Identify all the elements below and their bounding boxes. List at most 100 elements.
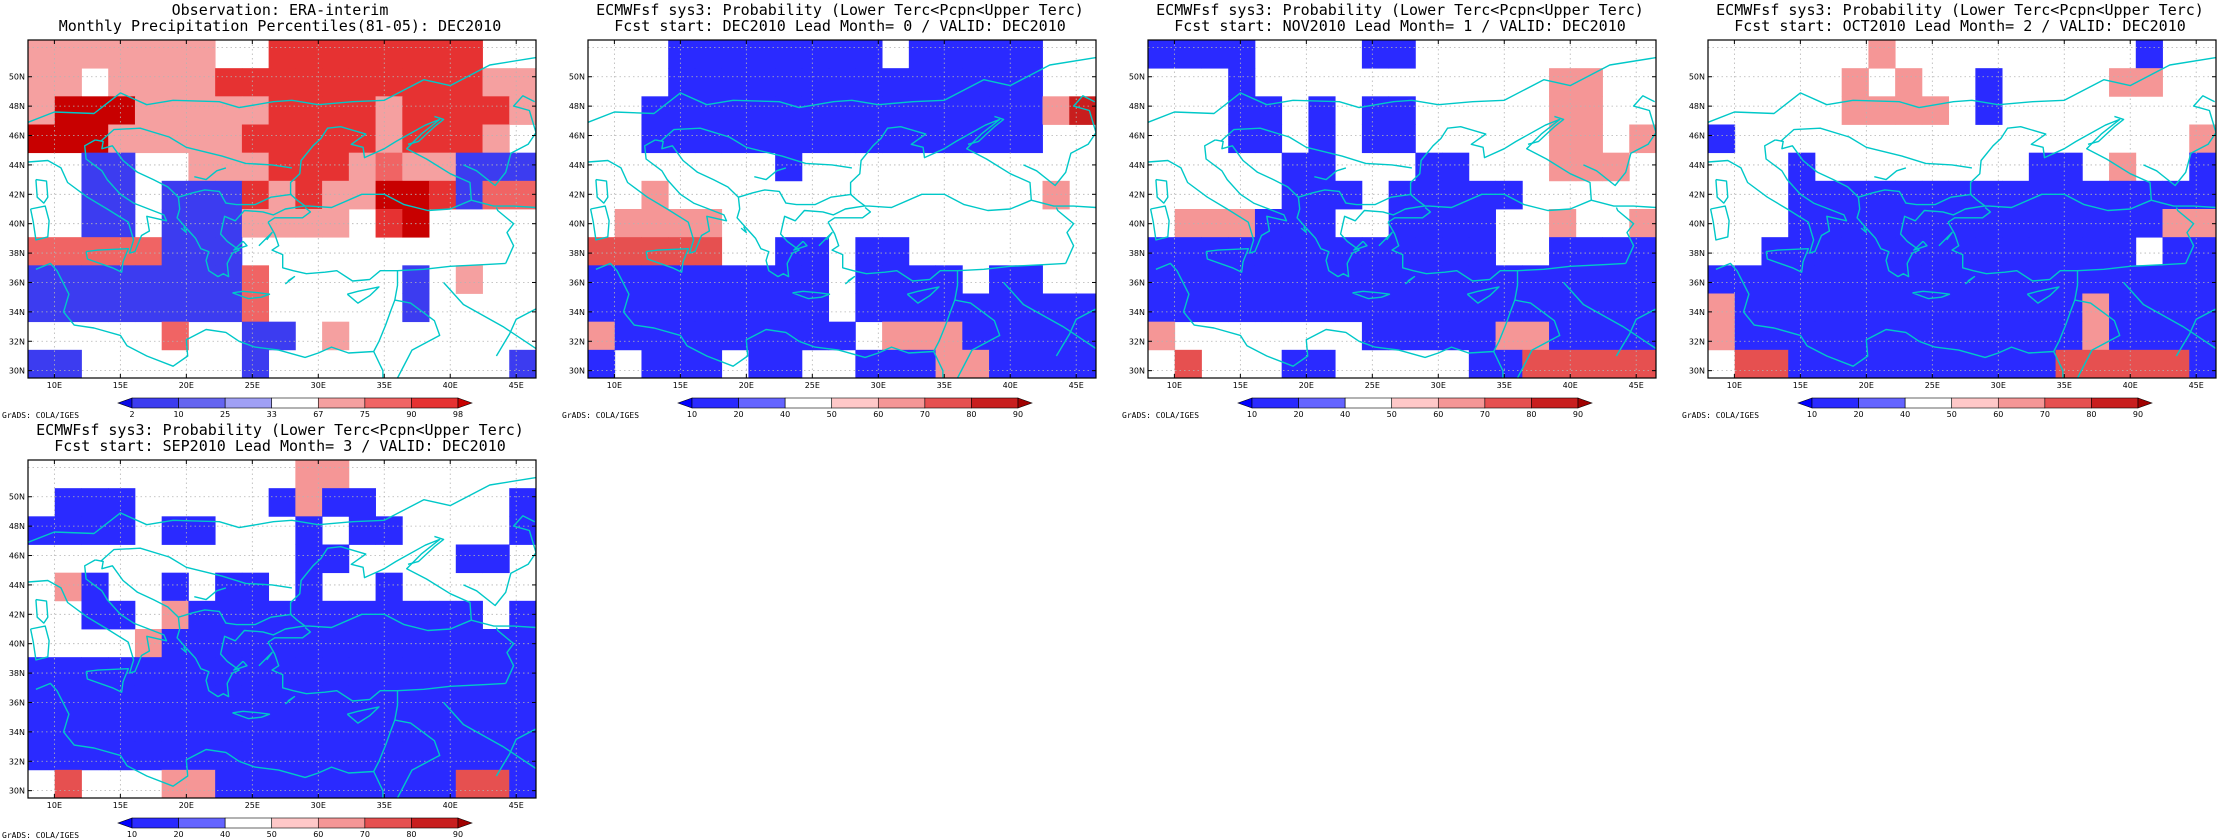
grid-cell: [215, 293, 243, 323]
lat-tick-label: 30N: [569, 367, 585, 376]
lat-tick-label: 44N: [569, 161, 585, 170]
grid-cell: [108, 40, 136, 69]
grid-cell: [54, 488, 82, 517]
grid-cell: [161, 265, 189, 294]
grid-cell: [134, 68, 163, 97]
grid-cell: [1442, 209, 1470, 238]
lat-tick-label: 44N: [1129, 161, 1145, 170]
panel-lead-1: 50N 48N 46N 44N 42N 40N 38N 36N 34N 32N 30N 10E 15E 2…: [1120, 0, 1680, 420]
grid-cell: [2135, 209, 2163, 238]
map-frame: [587, 39, 1097, 379]
grid-cell: [1388, 209, 1416, 238]
graticule: [1148, 40, 1656, 378]
lat-tick-label: 40N: [1689, 220, 1705, 229]
lon-tick-label: 45E: [2189, 381, 2204, 390]
grid-cell: [1228, 68, 1256, 97]
colorbar: 10 20 40 50 60 70 80 90: [1797, 397, 2153, 419]
grid-cell: [1814, 349, 1843, 379]
grid-cell: [348, 629, 376, 658]
panel-2-map: 50N 48N 46N 44N 42N 40N 38N 36N 34N 32N 30N 10E 15E 2…: [1129, 39, 1657, 419]
grid-cell: [2055, 293, 2083, 323]
grid-cell: [241, 209, 270, 238]
grid-cell: [509, 657, 537, 686]
grid-cell: [1308, 237, 1336, 266]
grid-cell: [1841, 265, 1869, 294]
grid-cell: [1602, 265, 1630, 294]
grid-cell: [614, 237, 642, 266]
grid-cell: [108, 237, 136, 266]
grid-cell: [54, 741, 82, 771]
grid-cell: [1015, 321, 1043, 351]
grid-cell: [215, 68, 243, 97]
coastlines: [587, 56, 1097, 379]
grid-cell: [2028, 349, 2056, 379]
grid-cell: [1495, 265, 1523, 294]
coastlines: [1707, 56, 2217, 379]
grid-cell: [694, 321, 723, 351]
colorbar-label: 25: [220, 410, 230, 419]
colorbar-label: 40: [1900, 410, 1910, 419]
grid-cell: [108, 293, 136, 323]
lat-tick-label: 48N: [1129, 102, 1145, 111]
grid-cell: [188, 152, 216, 182]
lat-tick-label: 50N: [1689, 73, 1705, 82]
grid-cell: [509, 769, 537, 799]
grid-cell: [188, 209, 216, 238]
grid-cell: [28, 349, 56, 379]
grid-cell: [1442, 237, 1470, 266]
grid-cell: [1921, 96, 1950, 125]
grid-cell: [1015, 124, 1043, 154]
lat-tick-label: 30N: [1129, 367, 1145, 376]
grid-cell: [375, 180, 403, 210]
lon-tick-label: 10E: [47, 801, 62, 810]
grid-cell: [748, 265, 776, 294]
lon-tick-label: 25E: [1365, 381, 1380, 390]
lon-tick-label: 10E: [607, 381, 622, 390]
grid-cell: [1895, 349, 1923, 379]
grid-cell: [2162, 237, 2190, 266]
lat-tick-label: 44N: [9, 581, 25, 590]
grid-cell: [1788, 349, 1816, 379]
colorbar-label: 90: [1013, 410, 1023, 419]
lat-tick-label: 50N: [1129, 73, 1145, 82]
grid-cell: [855, 96, 883, 125]
grid-cell: [1708, 265, 1736, 294]
grid-cell: [241, 572, 270, 602]
grid-cell: [241, 349, 270, 379]
grid-cell: [1948, 293, 1976, 323]
grid-cell: [801, 124, 830, 154]
grid-cell: [509, 152, 537, 182]
grid-cell: [241, 152, 270, 182]
grid-cell: [509, 180, 537, 210]
grid-cell: [2028, 209, 2056, 238]
grid-cell: [1895, 68, 1923, 97]
grid-cell: [1015, 96, 1043, 125]
grid-cell: [1575, 349, 1603, 379]
grid-cell: [721, 124, 749, 154]
grid-cell: [882, 96, 910, 125]
grid-cell: [1734, 265, 1762, 294]
grid-cell: [908, 321, 936, 351]
grid-cell: [295, 600, 323, 630]
lat-tick-label: 42N: [569, 190, 585, 199]
grid-cell: [1361, 321, 1390, 351]
panel-3-title-line2: Fcst start: OCT2010 Lead Month= 2 / VALI…: [1734, 17, 2186, 35]
colorbar-label: 98: [453, 410, 463, 419]
grid-cell: [2109, 349, 2137, 379]
grid-cell: [134, 713, 163, 743]
grid-cell: [1148, 237, 1176, 266]
grid-cell: [161, 713, 189, 743]
grid-cell: [694, 349, 723, 379]
grid-cell: [1602, 237, 1630, 266]
grid-cell: [1442, 321, 1470, 351]
grid-cell: [1868, 180, 1896, 210]
grid-cell: [268, 629, 296, 658]
grid-cell: [482, 629, 510, 658]
grid-cell: [134, 741, 163, 771]
lon-tick-label: 10E: [1727, 381, 1742, 390]
grid-cell: [1841, 237, 1869, 266]
colorbar-label: 50: [827, 410, 837, 419]
grid-cell: [161, 293, 189, 323]
panel-4-title-line2: Fcst start: SEP2010 Lead Month= 3 / VALI…: [54, 437, 506, 455]
colorbar-label: 50: [1947, 410, 1957, 419]
